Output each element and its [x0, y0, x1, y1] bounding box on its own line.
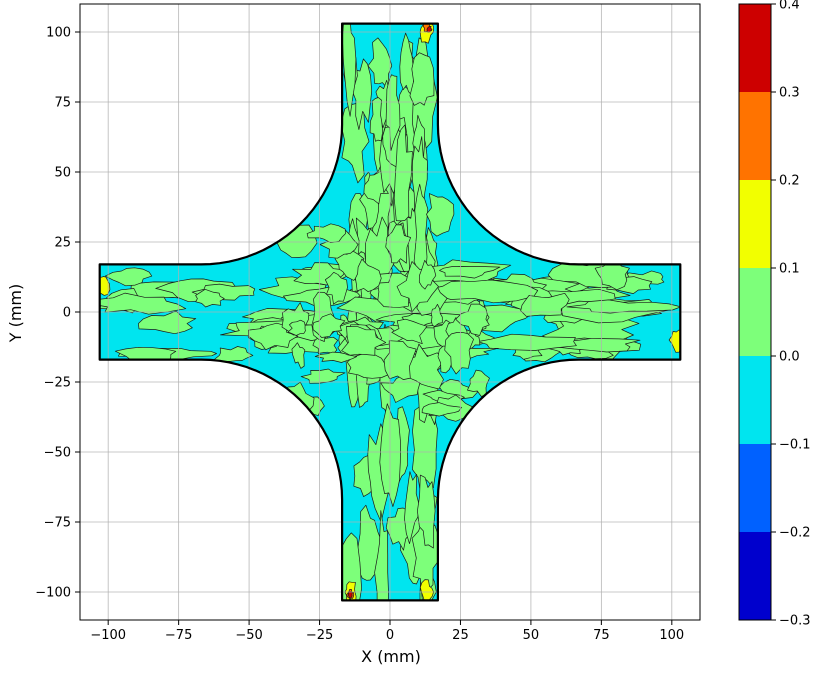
x-tick-label: 25 [452, 628, 469, 643]
contour-region-pos [385, 224, 411, 264]
x-axis-label: X (mm) [361, 647, 421, 666]
x-tick-label: −100 [90, 628, 126, 643]
colorbar: −0.3 −0.2 −0.1 0.0 0.1 0.2 0.3 0.4 [738, 0, 811, 629]
y-tick-label: −75 [44, 516, 71, 531]
colorbar-tick-label: 0.3 [779, 86, 800, 101]
y-tick-label: 100 [46, 26, 71, 41]
contour-region-pos [444, 331, 474, 375]
contour-region-pos [391, 318, 428, 345]
contour-region-pos [409, 52, 435, 106]
colorbar-band [739, 532, 771, 620]
colorbar-tick-label: −0.1 [779, 438, 811, 453]
y-tick-label: 50 [54, 166, 71, 181]
y-tick-label: 75 [54, 96, 71, 111]
contour-region-pos [324, 271, 348, 305]
x-axis: −100 −75 −50 −25 0 25 50 75 100 [90, 620, 684, 643]
colorbar-tick-label: 0.2 [779, 174, 800, 189]
contour-region-pos [104, 267, 153, 287]
contour-hotspot [99, 276, 111, 296]
y-tick-label: −50 [44, 446, 71, 461]
colorbar-band [739, 4, 771, 92]
contour-region-pos [520, 292, 570, 317]
contour-region-pos [393, 124, 413, 222]
contour-region-pos [418, 259, 437, 290]
contour-region-pos [213, 346, 254, 362]
y-axis-label: Y (mm) [6, 284, 25, 344]
contour-region-pos [191, 283, 256, 301]
contour-region-pos [314, 351, 358, 363]
contour-region-pos [439, 266, 501, 279]
y-axis: −100 −75 −50 −25 0 25 50 75 100 [35, 26, 80, 601]
colorbar-tick-label: 0.4 [779, 0, 800, 13]
colorbar-band [739, 444, 771, 532]
x-tick-label: −75 [165, 628, 192, 643]
contour-region-pos [430, 303, 443, 327]
x-tick-label: 50 [523, 628, 540, 643]
contour-region-pos [404, 471, 420, 545]
x-tick-label: 75 [593, 628, 610, 643]
contour-region-pos [374, 510, 389, 601]
y-tick-label: 25 [54, 236, 71, 251]
contour-region-pos [138, 310, 197, 335]
colorbar-band [739, 356, 771, 444]
grid [80, 4, 700, 620]
plot-area [79, 3, 701, 621]
contour-region-pos [383, 340, 417, 380]
colorbar-tick-label: 0.0 [779, 350, 800, 365]
contour-region-pos [369, 97, 384, 142]
contour-region-pos [355, 258, 382, 293]
contour-region-pos [346, 353, 391, 379]
contour-region-pos [312, 313, 346, 338]
colorbar-frame [738, 3, 772, 621]
contour-hotspot-peak [426, 25, 433, 33]
contour-region-pos [99, 292, 187, 315]
contour-region-pos [426, 193, 455, 237]
y-tick-label: 0 [63, 306, 71, 321]
x-tick-label: 100 [659, 628, 684, 643]
colorbar-band [739, 180, 771, 268]
colorbar-band [739, 268, 771, 356]
contour-region-pos [566, 299, 681, 314]
contour-region-pos [342, 23, 357, 117]
contour-region-pos [385, 74, 401, 151]
colorbar-band [739, 92, 771, 180]
contour-region-pos [287, 319, 306, 336]
y-tick-label: −100 [35, 586, 71, 601]
contour-region-pos [300, 368, 346, 384]
colorbar-tick-label: −0.3 [779, 614, 811, 629]
contour-region-pos [417, 474, 436, 549]
contour-region-pos [421, 402, 462, 417]
x-tick-label: 0 [386, 628, 394, 643]
contour-region-pos [341, 326, 387, 356]
colorbar-tick-label: 0.1 [779, 262, 800, 277]
contour-region-pos [291, 342, 306, 369]
y-tick-label: −25 [44, 376, 71, 391]
specimen-outline [98, 22, 682, 602]
contour-region-pos [195, 288, 225, 308]
colorbar-tick-label: −0.2 [779, 526, 811, 541]
x-tick-label: −50 [235, 628, 262, 643]
x-tick-label: −25 [306, 628, 333, 643]
contour-hotspot-peak [347, 591, 353, 599]
